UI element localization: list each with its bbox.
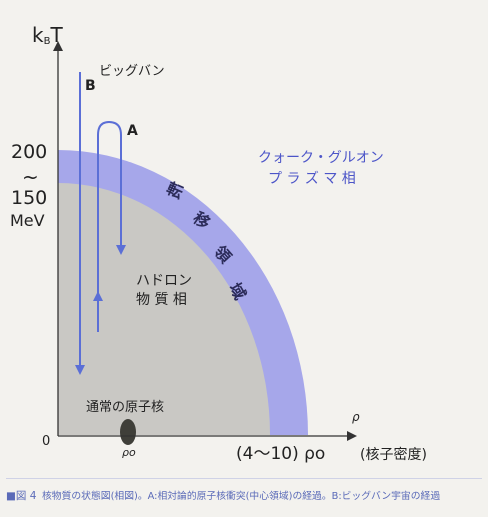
nucleus-marker	[120, 419, 136, 445]
x-tick-rho0: ρo	[122, 446, 136, 459]
hadron-label-line2: 物 質 相	[136, 292, 187, 308]
x-axis-label: ρ	[352, 410, 360, 424]
y-axis-label: kBT	[32, 23, 63, 47]
qgp-label-line2: プ ラ ズ マ 相	[268, 171, 356, 187]
y-tick-unit: MeV	[10, 211, 45, 230]
x-axis-unit: (核子密度)	[360, 446, 427, 463]
transition-char-1: 転	[164, 179, 186, 203]
y-tick-tilde: ~	[22, 165, 39, 189]
x-tick-4-10: (4〜10) ρo	[236, 444, 325, 464]
caption-text: 核物質の状態図(相図)。A:相対論的原子核衝突(中心領域)の経過。B:ビッグバン…	[42, 489, 440, 502]
path-a-label: A	[127, 123, 138, 139]
bigbang-label: ビッグバン	[99, 64, 165, 79]
nucleus-label: 通常の原子核	[86, 400, 164, 415]
y-tick-200: 200	[11, 141, 47, 163]
qgp-label-line1: クォーク・グルオン	[258, 150, 384, 166]
hadron-phase-region	[58, 183, 270, 435]
path-a-up	[97, 120, 126, 332]
y-tick-150: 150	[11, 187, 47, 209]
path-b-label: B	[85, 78, 96, 94]
origin-label: 0	[42, 434, 50, 449]
caption-divider	[6, 478, 482, 479]
caption-label: ■図 4	[6, 490, 37, 502]
hadron-label-line1: ハドロン	[136, 273, 192, 289]
